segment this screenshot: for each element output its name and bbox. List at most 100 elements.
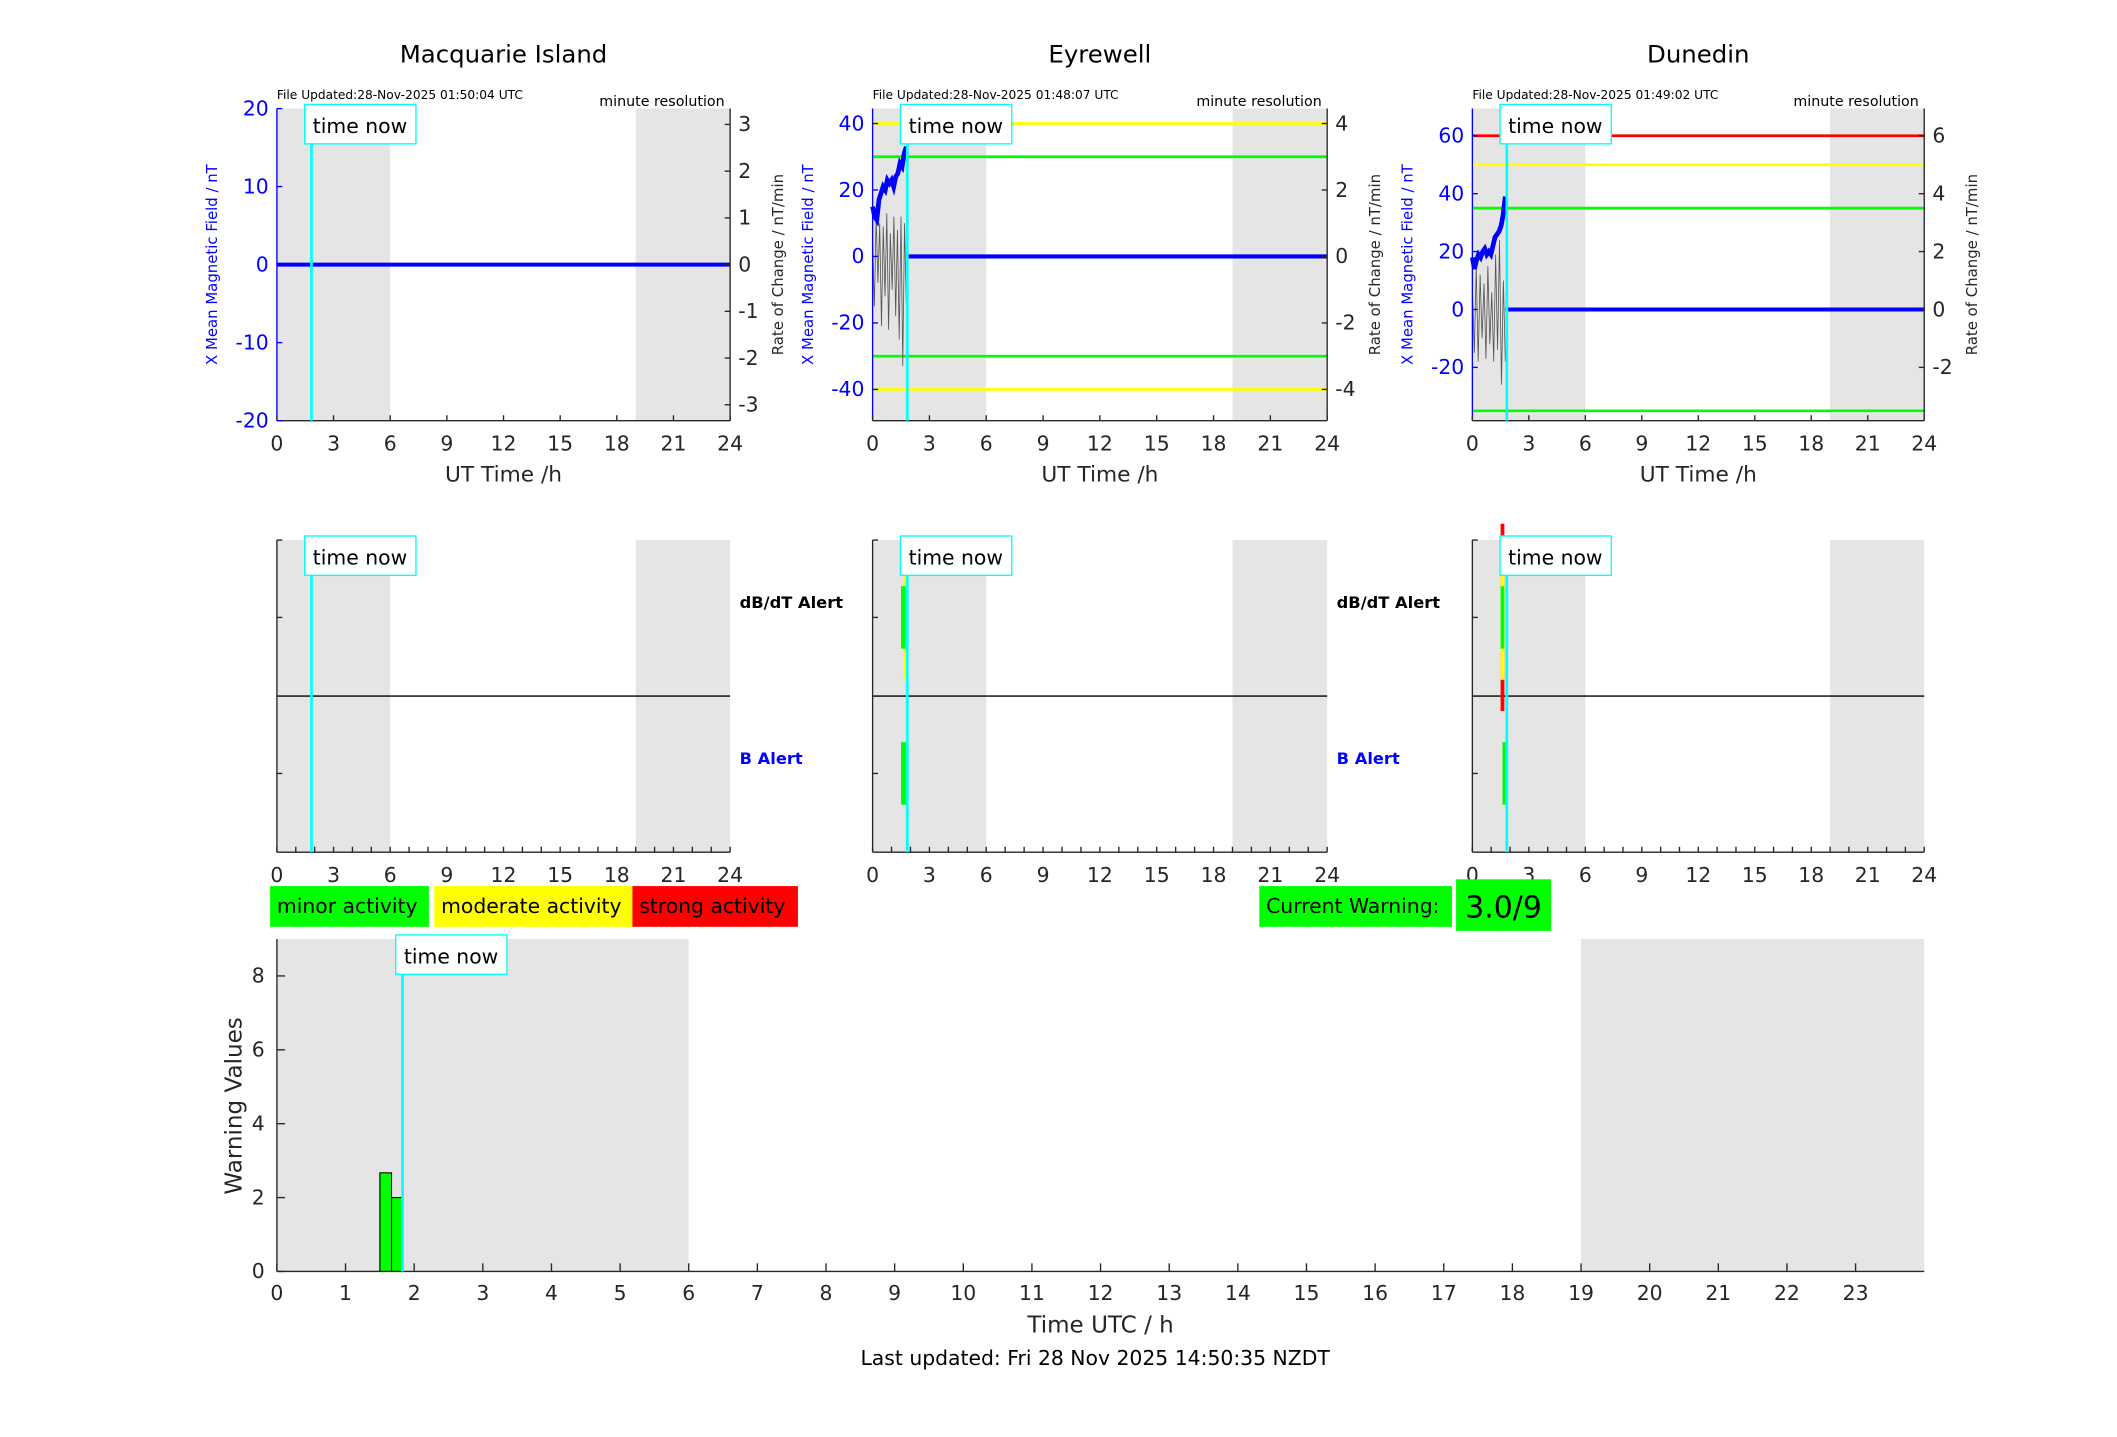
- night-shading: [1830, 108, 1925, 421]
- time-now-label-box: [899, 535, 1013, 577]
- y-tick-label: 40: [839, 111, 865, 135]
- x-tick-label: 6: [384, 863, 397, 887]
- x-tick-label: 9: [1037, 432, 1050, 456]
- y2-tick-label: -2: [1335, 311, 1355, 335]
- y-tick-label: 40: [1438, 181, 1464, 205]
- y-tick-label: 20: [243, 96, 269, 120]
- night-shading: [276, 939, 689, 1272]
- time-now-label-box: [395, 934, 508, 975]
- x-tick-label: 6: [980, 863, 993, 887]
- x-tick-label: 15: [1742, 863, 1768, 887]
- x-tick-label: 3: [327, 863, 340, 887]
- legend-moderate-swatch: [434, 886, 633, 927]
- x-tick-label: 18: [1798, 432, 1824, 456]
- x-tick-label: 15: [1144, 432, 1170, 456]
- time-now-label-box: [303, 103, 417, 145]
- y-tick-label: 10: [243, 174, 269, 198]
- x-tick-label: 0: [270, 432, 283, 456]
- x-tick-label: 24: [717, 863, 743, 887]
- time-now-label-box: [1499, 535, 1612, 577]
- field-series: [870, 146, 909, 227]
- x-tick-label: 18: [1798, 863, 1824, 887]
- y-tick-label: -20: [831, 311, 864, 335]
- last-updated-text: Last updated: Fri 28 Nov 2025 14:50:35 N…: [860, 1346, 1330, 1370]
- y-tick-label: -20: [236, 408, 269, 432]
- x-tick-label: 6: [1579, 432, 1592, 456]
- night-shading: [1472, 108, 1586, 421]
- time-now-label: time now: [909, 114, 1003, 138]
- y2-tick-label: -4: [1335, 377, 1355, 401]
- x-tick-label: 9: [1037, 863, 1050, 887]
- x-axis-label: UT Time /h: [445, 463, 562, 488]
- x-tick-label: 21: [1855, 432, 1881, 456]
- y2-axis-label: Rate of Change / nT/min: [1366, 174, 1384, 355]
- x-tick-label: 6: [1579, 863, 1592, 887]
- y-tick-label: 0: [852, 244, 865, 268]
- y-tick-label: 0: [1451, 297, 1464, 321]
- current-warning-label-box: [1259, 886, 1453, 927]
- b-alert-label: B Alert: [1337, 749, 1400, 768]
- x-tick-label: 15: [1144, 863, 1170, 887]
- dbdt-alert-label: dB/dT Alert: [740, 593, 844, 612]
- field-series: [1470, 196, 1508, 270]
- time-now-label: time now: [1508, 545, 1602, 569]
- x-tick-label: 23: [1843, 1281, 1869, 1305]
- y-tick-label: 6: [252, 1038, 265, 1062]
- x-tick-label: 24: [1314, 863, 1340, 887]
- legend-minor-label: minor activity: [277, 894, 418, 918]
- alert-segment-minor: [1502, 742, 1509, 805]
- night-shading: [1581, 939, 1925, 1272]
- x-tick-label: 3: [327, 432, 340, 456]
- warning-values-chart: 0 1 2 3 4 5 6 7 8 9 10 11 12 13 14 15 16 17 18 19 20 21 22 2302…: [222, 934, 1925, 1339]
- warning-bar: [390, 1197, 404, 1272]
- alert-panel-2: 0 3 6 9 12 15 18 21 24 dB/dT Alert B Alert time now: [866, 535, 1441, 887]
- warning-bar: [379, 1172, 393, 1272]
- x-tick-label: 3: [1522, 432, 1535, 456]
- x-tick-label: 9: [1635, 432, 1648, 456]
- x-tick-label: 10: [950, 1281, 976, 1305]
- y-tick-label: 0: [256, 252, 269, 276]
- x-tick-label: 18: [604, 863, 630, 887]
- file-updated-text: File Updated:28-Nov-2025 01:49:02 UTC: [1472, 88, 1718, 102]
- y2-axis-label: Rate of Change / nT/min: [769, 174, 787, 355]
- x-tick-label: 21: [661, 432, 687, 456]
- x-tick-label: 18: [604, 432, 630, 456]
- y2-tick-label: 4: [1932, 181, 1945, 205]
- panel-title: Dunedin: [1647, 39, 1750, 68]
- x-tick-label: 12: [491, 863, 517, 887]
- y-tick-label: 4: [252, 1111, 265, 1135]
- x-tick-label: 12: [1088, 1281, 1114, 1305]
- x-tick-label: 24: [1911, 432, 1937, 456]
- x-tick-label: 7: [751, 1281, 764, 1305]
- x-tick-label: 1: [339, 1281, 352, 1305]
- current-warning-value-box: [1456, 879, 1552, 931]
- rate-of-change-series: [1471, 239, 1506, 385]
- dbdt-alert-label: dB/dT Alert: [1337, 593, 1441, 612]
- y2-tick-label: 1: [738, 206, 751, 230]
- y2-axis-label: Rate of Change / nT/min: [1963, 174, 1981, 355]
- time-now-label: time now: [1508, 114, 1602, 138]
- x-tick-label: 5: [614, 1281, 627, 1305]
- y2-tick-label: 0: [1335, 244, 1348, 268]
- x-tick-label: 15: [547, 432, 573, 456]
- y-tick-label: 60: [1438, 124, 1464, 148]
- x-tick-label: 22: [1774, 1281, 1800, 1305]
- y2-tick-label: 0: [1932, 297, 1945, 321]
- alert-segment-minor: [901, 742, 909, 805]
- time-now-label-box: [899, 103, 1013, 145]
- y-tick-label: -20: [1431, 355, 1464, 379]
- x-tick-label: 3: [476, 1281, 489, 1305]
- y2-tick-label: 2: [1932, 239, 1945, 263]
- night-shading: [1232, 108, 1328, 421]
- x-tick-label: 6: [980, 432, 993, 456]
- x-tick-label: 21: [1257, 863, 1283, 887]
- y-tick-label: -40: [831, 377, 864, 401]
- y2-tick-label: 2: [738, 159, 751, 183]
- current-warning: Current Warning: 3.0/9: [1259, 879, 1552, 931]
- time-now-label: time now: [313, 545, 407, 569]
- x-tick-label: 18: [1499, 1281, 1525, 1305]
- x-tick-label: 0: [866, 863, 879, 887]
